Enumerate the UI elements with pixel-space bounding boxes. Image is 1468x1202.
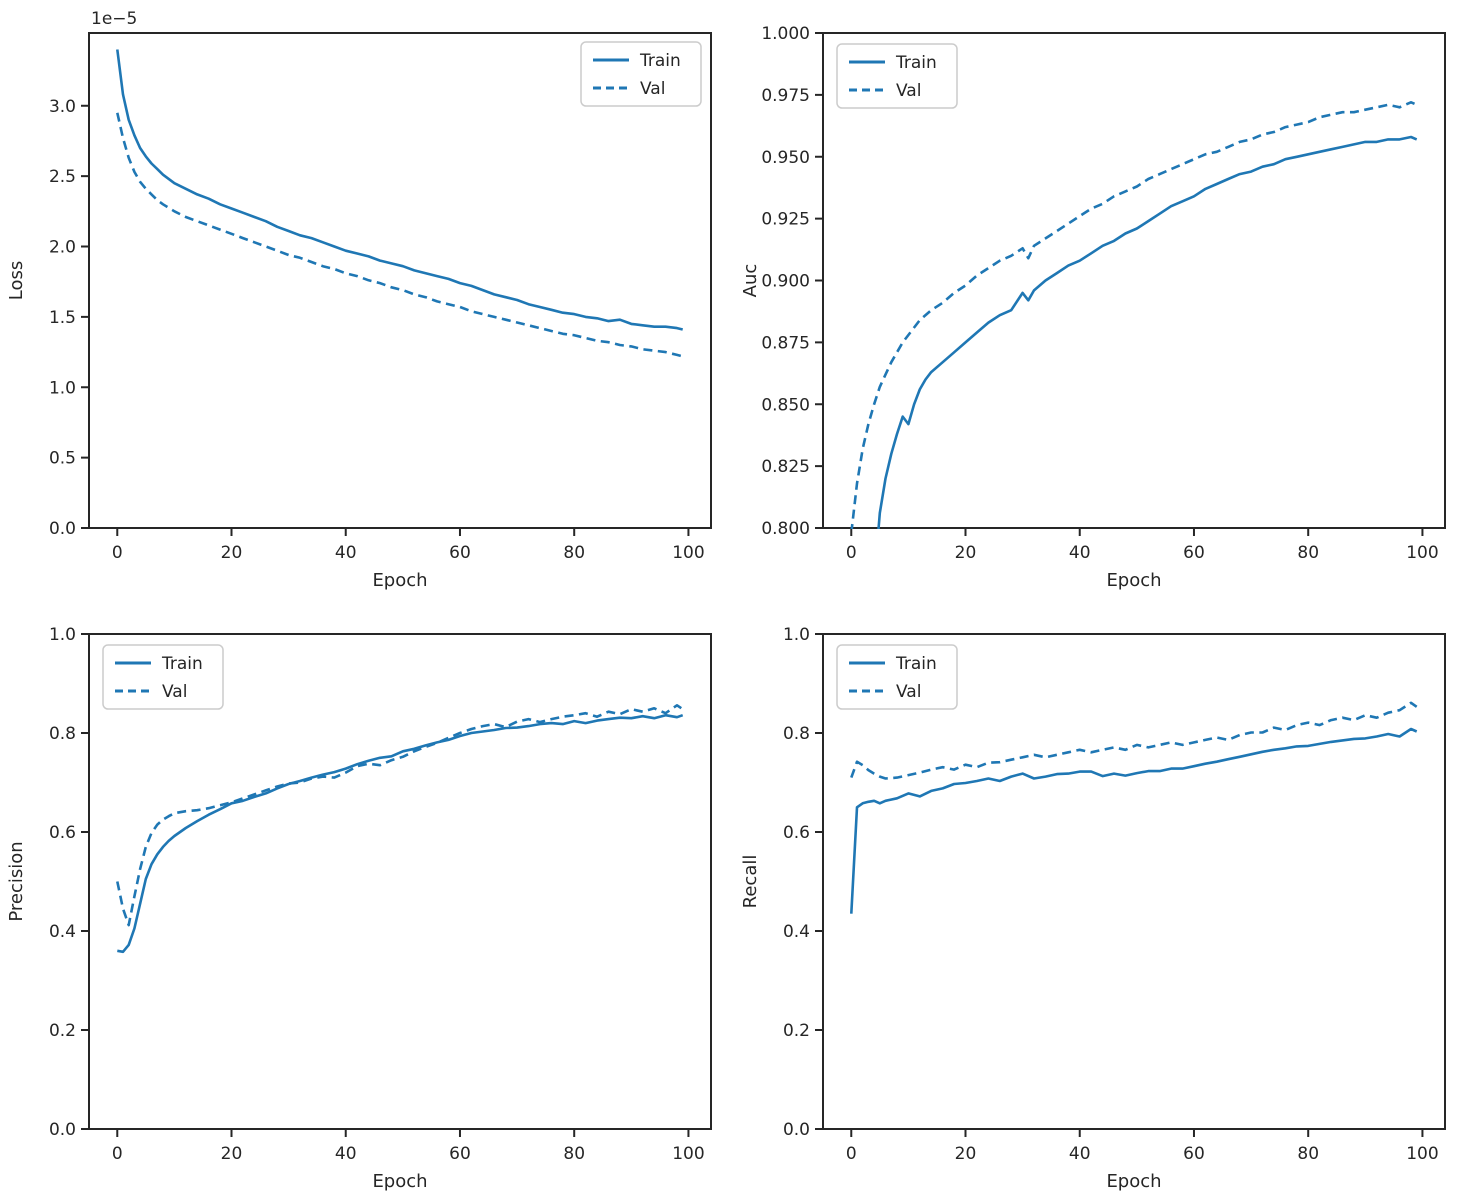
x-tick-label: 60 xyxy=(1183,543,1205,563)
y-axis-label: Precision xyxy=(6,841,27,921)
y-axis-label: Recall xyxy=(740,855,761,909)
axes-frame xyxy=(88,633,712,1130)
series-line-val xyxy=(116,704,684,927)
axes-frame xyxy=(822,633,1446,1130)
x-axis-label: Epoch xyxy=(372,1171,427,1192)
subplot-loss: 0 20 40 60 80 100 0.0 0.5 1.0 1.5 2.0 2.5 3.0 Epoch Lo… xyxy=(0,0,734,601)
y-tick-label: 0.825 xyxy=(761,457,810,477)
legend-label-val: Val xyxy=(640,79,665,99)
y-tick-label: 0.900 xyxy=(761,272,810,292)
x-tick-label: 60 xyxy=(449,1144,471,1164)
y-axis-label: Loss xyxy=(6,261,27,300)
y-tick-label: 0.800 xyxy=(761,519,810,539)
legend-label-train: Train xyxy=(639,51,681,71)
x-tick-label: 20 xyxy=(221,1144,243,1164)
x-tick-label: 40 xyxy=(335,1144,357,1164)
x-axis-label: Epoch xyxy=(372,570,427,591)
y-axis-label: Auc xyxy=(740,264,761,298)
y-tick-label: 0.6 xyxy=(49,823,76,843)
auc-chart: 0 20 40 60 80 100 0.800 0.825 0.850 0.875 0.900 0.9… xyxy=(740,24,1446,591)
x-tick-label: 40 xyxy=(1069,543,1091,563)
series-line-train xyxy=(850,727,1418,914)
legend-box xyxy=(102,644,224,710)
recall-chart: 0 20 40 60 80 100 0.0 0.2 0.4 0.6 0.8 1.0 Epoch Recal… xyxy=(740,625,1446,1192)
y-tick-label: 2.0 xyxy=(49,238,76,258)
y-tick-label: 0.6 xyxy=(783,823,810,843)
y-tick-label: 0.8 xyxy=(783,724,810,744)
x-axis-label: Epoch xyxy=(1106,570,1161,591)
x-tick-label: 20 xyxy=(955,543,977,563)
series-line-train xyxy=(877,135,1418,529)
legend-label-val: Val xyxy=(162,682,187,702)
y-tick-label: 0.8 xyxy=(49,724,76,744)
x-tick-label: 0 xyxy=(846,543,857,563)
x-tick-label: 40 xyxy=(335,543,357,563)
y-tick-label: 1.0 xyxy=(49,378,76,398)
x-tick-label: 80 xyxy=(1297,1144,1319,1164)
y-tick-label: 1.0 xyxy=(783,625,810,645)
x-tick-label: 80 xyxy=(1297,543,1319,563)
legend-label-train: Train xyxy=(895,53,937,73)
y-tick-label: 0.875 xyxy=(761,333,810,353)
y-tick-label: 1.5 xyxy=(49,308,76,328)
axes-frame xyxy=(88,32,712,529)
precision-chart: 0 20 40 60 80 100 0.0 0.2 0.4 0.6 0.8 1.0 Epoch Preci… xyxy=(6,625,712,1192)
x-tick-label: 40 xyxy=(1069,1144,1091,1164)
legend-box xyxy=(836,644,958,710)
y-tick-label: 0.2 xyxy=(783,1021,810,1041)
y-tick-label: 0.850 xyxy=(761,395,810,415)
y-tick-label: 0.0 xyxy=(49,519,76,539)
x-tick-label: 80 xyxy=(563,543,585,563)
x-tick-label: 100 xyxy=(1406,1144,1438,1164)
x-tick-label: 60 xyxy=(1183,1144,1205,1164)
legend-label-train: Train xyxy=(161,654,203,674)
y-tick-label: 0.975 xyxy=(761,86,810,106)
loss-chart: 0 20 40 60 80 100 0.0 0.5 1.0 1.5 2.0 2.5 3.0 Epoch Lo… xyxy=(6,9,712,591)
x-tick-label: 80 xyxy=(563,1144,585,1164)
x-tick-label: 100 xyxy=(1406,543,1438,563)
y-tick-label: 2.5 xyxy=(49,167,76,187)
subplot-recall: 0 20 40 60 80 100 0.0 0.2 0.4 0.6 0.8 1.0 Epoch Recal… xyxy=(734,601,1468,1202)
series-line-val xyxy=(116,112,684,358)
y-tick-label: 0.0 xyxy=(783,1120,810,1140)
x-tick-label: 100 xyxy=(672,543,704,563)
y-tick-label: 0.0 xyxy=(49,1120,76,1140)
subplot-precision: 0 20 40 60 80 100 0.0 0.2 0.4 0.6 0.8 1.0 Epoch Preci… xyxy=(0,601,734,1202)
y-tick-label: 0.925 xyxy=(761,210,810,230)
legend-box xyxy=(580,41,702,107)
x-tick-label: 0 xyxy=(112,543,123,563)
x-tick-label: 100 xyxy=(672,1144,704,1164)
x-tick-label: 0 xyxy=(846,1144,857,1164)
series-line-val xyxy=(850,101,1418,529)
x-tick-label: 20 xyxy=(221,543,243,563)
y-tick-label: 0.2 xyxy=(49,1021,76,1041)
y-tick-label: 0.950 xyxy=(761,148,810,168)
y-tick-label: 1.0 xyxy=(49,625,76,645)
subplot-auc: 0 20 40 60 80 100 0.800 0.825 0.850 0.875 0.900 0.9… xyxy=(734,0,1468,601)
y-tick-label: 1.000 xyxy=(761,24,810,44)
y-tick-label: 3.0 xyxy=(49,97,76,117)
series-line-train xyxy=(117,713,684,954)
y-tick-label: 0.4 xyxy=(49,922,76,942)
x-tick-label: 0 xyxy=(112,1144,123,1164)
series-line-train xyxy=(116,49,684,331)
y-tick-label: 0.5 xyxy=(49,449,76,469)
x-tick-label: 60 xyxy=(449,543,471,563)
legend-box xyxy=(836,43,958,109)
series-line-val xyxy=(850,701,1418,780)
x-axis-label: Epoch xyxy=(1106,1171,1161,1192)
y-axis-offset-text: 1e−5 xyxy=(91,9,137,29)
legend-label-val: Val xyxy=(896,81,921,101)
legend-label-val: Val xyxy=(896,682,921,702)
legend-label-train: Train xyxy=(895,654,937,674)
y-tick-label: 0.4 xyxy=(783,922,810,942)
x-tick-label: 20 xyxy=(955,1144,977,1164)
